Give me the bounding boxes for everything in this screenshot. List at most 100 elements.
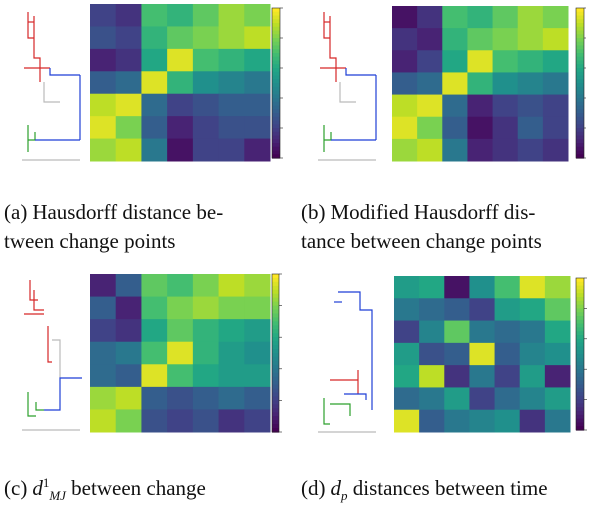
colorbar-segment <box>272 79 280 84</box>
colorbar-segment <box>272 150 280 155</box>
colorbar-segment <box>272 139 280 144</box>
heatmap-cell <box>467 72 494 96</box>
colorbar-segment <box>272 34 280 39</box>
heatmap-cell <box>542 28 569 51</box>
heatmap-cell <box>115 116 142 140</box>
colorbar-segment <box>576 414 584 420</box>
heatmap-cell <box>544 276 571 299</box>
caption-b-line2: tance between change points <box>301 229 542 253</box>
heatmap-cell <box>90 93 117 117</box>
heatmap-cell <box>444 276 470 299</box>
colorbar-segment <box>576 53 584 58</box>
heatmap-cell <box>392 138 418 162</box>
colorbar-segment <box>576 86 584 92</box>
caption-c-sup: 1 <box>42 475 50 490</box>
heatmap-cell <box>192 4 220 27</box>
colorbar-segment <box>576 60 584 65</box>
colorbar-segment <box>576 335 584 340</box>
colorbar-segment <box>576 34 584 39</box>
heatmap-cell <box>519 298 546 322</box>
colorbar-segment <box>576 384 584 389</box>
heatmap-cell <box>442 94 468 118</box>
colorbar-segment <box>576 75 584 80</box>
heatmap-cell <box>542 6 569 29</box>
heatmap-cell <box>442 116 468 140</box>
colorbar-segment <box>576 369 584 374</box>
heatmap-cell <box>167 409 194 433</box>
heatmap-cell <box>192 26 220 50</box>
heatmap-cell <box>394 320 420 344</box>
heatmap-cell <box>519 365 546 388</box>
heatmap-cell <box>244 341 271 365</box>
heatmap-cell <box>419 320 445 344</box>
colorbar-segment <box>576 281 584 287</box>
dendrogram-link <box>329 16 337 82</box>
colorbar-segment <box>272 105 280 110</box>
heatmap-cell <box>392 94 418 118</box>
heatmap-cell <box>467 28 494 51</box>
caption-b-line1: Modified Hausdorff dis- <box>330 200 536 224</box>
heatmap-cell <box>419 409 445 433</box>
heatmap-cell <box>192 364 220 388</box>
heatmap-cell <box>392 72 418 96</box>
colorbar-segment <box>272 321 279 326</box>
colorbar-segment <box>272 341 279 346</box>
heatmap-b-svg <box>318 6 586 162</box>
colorbar-segment <box>576 346 584 351</box>
colorbar-segment <box>576 327 584 332</box>
heatmap-cell <box>167 296 194 320</box>
heatmap-cell <box>444 342 470 366</box>
heatmap-cell <box>469 409 496 433</box>
caption-c: (c) d1MJ between change <box>4 474 206 503</box>
colorbar-segment <box>576 71 584 77</box>
dendrogram-link <box>43 82 60 103</box>
heatmap-cell <box>469 320 496 344</box>
colorbar-segment <box>576 422 584 427</box>
colorbar-segment <box>272 71 280 77</box>
heatmap-cell <box>192 116 220 140</box>
heatmap-cell <box>442 6 468 29</box>
colorbar-segment <box>272 380 279 386</box>
colorbar-segment <box>272 49 280 54</box>
heatmap-cell <box>494 342 521 366</box>
colorbar-segment <box>272 297 279 303</box>
colorbar-segment <box>272 376 279 382</box>
dendrogram-link <box>27 12 34 39</box>
heatmap-cell <box>444 409 470 433</box>
heatmap-cell <box>115 48 142 72</box>
colorbar-segment <box>272 116 280 122</box>
heatmap-cell <box>419 387 445 411</box>
heatmap-cell <box>90 116 117 140</box>
heatmap-cell <box>444 365 470 388</box>
heatmap-cell <box>392 116 418 140</box>
heatmap-cell <box>218 409 245 433</box>
heatmap-cell <box>167 71 194 95</box>
heatmap-cell <box>115 93 142 117</box>
colorbar-segment <box>576 26 584 32</box>
colorbar-segment <box>576 319 584 325</box>
heatmap-cell <box>115 386 142 410</box>
heatmap-cell <box>192 341 220 365</box>
heatmap-cell <box>90 4 117 27</box>
heatmap-cell <box>167 48 194 72</box>
heatmap-cell <box>141 48 168 72</box>
heatmap-c-svg <box>22 273 282 433</box>
colorbar-segment <box>272 301 279 307</box>
heatmap-cell <box>115 319 142 343</box>
heatmap-cell <box>517 50 544 73</box>
heatmap-cell <box>442 72 468 96</box>
dendrogram-link <box>47 326 52 363</box>
heatmap-cell <box>167 274 194 298</box>
colorbar-segment <box>272 120 280 125</box>
heatmap-cell <box>492 94 519 118</box>
colorbar-segment <box>576 308 584 313</box>
heatmap-cell <box>141 386 168 410</box>
colorbar-segment <box>272 285 279 291</box>
heatmap-cell <box>444 298 470 322</box>
heatmap-cell <box>392 28 418 51</box>
heatmap-cell <box>90 386 117 410</box>
heatmap-cell <box>394 276 420 299</box>
caption-c-symbol: d <box>32 476 43 500</box>
heatmap-cell <box>244 4 271 27</box>
colorbar-segment <box>272 349 279 354</box>
